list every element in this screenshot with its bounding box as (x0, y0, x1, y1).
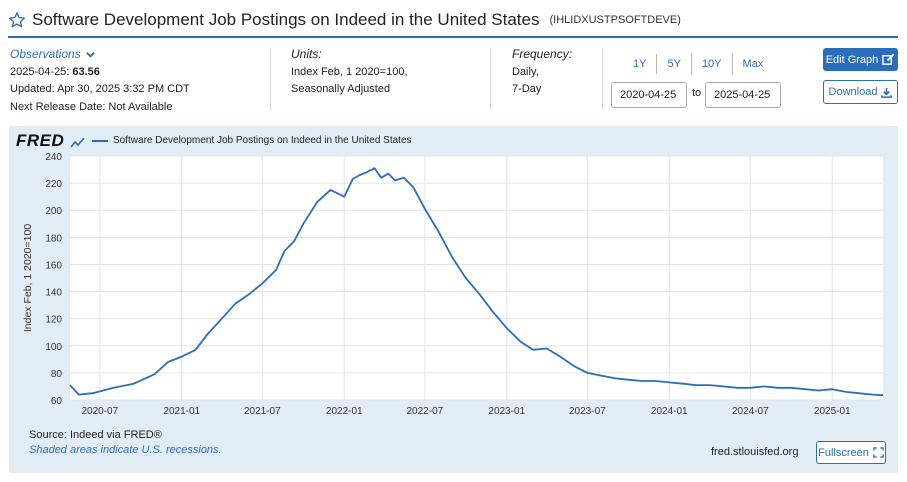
title-row: Software Development Job Postings on Ind… (8, 6, 681, 34)
divider (602, 48, 603, 110)
plot-area (70, 156, 883, 400)
frequency-block: Frequency: Daily, 7-Day (512, 46, 572, 99)
line-chart: 60 80 100 120 140 160 180 200 220 240 2020-07 2021-… (22, 152, 884, 417)
y-tick-label: 140 (45, 288, 62, 299)
end-date-input[interactable]: 2025-04-25 (705, 82, 781, 108)
y-tick-label: 60 (51, 396, 63, 407)
edit-graph-label: Edit Graph (825, 53, 879, 66)
title-divider (8, 36, 898, 38)
y-tick-label: 240 (45, 152, 62, 163)
fullscreen-button[interactable]: Fullscreen (816, 441, 886, 464)
units-line-2: Seasonally Adjusted (291, 83, 391, 95)
date-range-to-label: to (692, 87, 702, 99)
x-tick-label: 2022-07 (407, 406, 444, 417)
x-tick-label: 2021-07 (244, 406, 281, 417)
recession-note[interactable]: Shaded areas indicate U.S. recessions. (29, 444, 222, 456)
range-1y[interactable]: 1Y (623, 54, 658, 74)
x-tick-label: 2021-01 (163, 406, 200, 417)
start-date-input[interactable]: 2020-04-25 (611, 82, 687, 108)
range-selector: 1Y 5Y 10Y Max (623, 54, 773, 74)
y-tick-label: 120 (45, 315, 62, 326)
page-title: Software Development Job Postings on Ind… (32, 10, 540, 29)
x-tick-label: 2023-01 (488, 406, 525, 417)
updated-text: Updated: Apr 30, 2025 3:32 PM CDT (10, 83, 190, 95)
fred-logo-text: FRED (16, 131, 65, 150)
latest-observation: 2025-04-25: 63.56 (10, 64, 190, 82)
chevron-down-icon (85, 52, 95, 58)
fred-logo: FRED (16, 131, 86, 151)
fullscreen-icon (873, 447, 884, 458)
y-tick-label: 100 (45, 342, 62, 353)
y-tick-label: 180 (45, 233, 62, 244)
frequency-line-1: Daily, (512, 65, 539, 78)
x-tick-label: 2022-01 (326, 406, 363, 417)
legend-swatch (92, 139, 108, 142)
series-id: (IHLIDXUSTPSOFTDEVE) (549, 14, 681, 26)
frequency-line-2: 7-Day (512, 83, 542, 95)
edit-icon (882, 53, 895, 65)
chart-legend: Software Development Job Postings on Ind… (92, 135, 412, 146)
units-block: Units: Index Feb, 1 2020=100, Seasonally… (291, 46, 408, 99)
observation-date: 2025-04-25: (10, 65, 70, 78)
y-axis-label: Index Feb, 1 2020=100 (22, 224, 34, 332)
x-tick-label: 2023-07 (569, 406, 606, 417)
range-5y[interactable]: 5Y (657, 54, 692, 74)
fullscreen-label: Fullscreen (818, 446, 869, 459)
edit-graph-button[interactable]: Edit Graph (823, 48, 898, 71)
x-tick-label: 2020-07 (81, 406, 118, 417)
observation-value: 63.56 (72, 65, 100, 78)
legend-label: Software Development Job Postings on Ind… (113, 135, 412, 146)
graph-icon (69, 136, 85, 148)
y-tick-label: 220 (45, 179, 62, 190)
divider (270, 48, 271, 110)
download-label: Download (828, 86, 878, 98)
y-tick-label: 160 (45, 260, 62, 271)
chart-panel: 60 80 100 120 140 160 180 200 220 240 2020-07 2021-… (9, 126, 898, 473)
next-release-text: Next Release Date: Not Available (10, 100, 173, 113)
site-url: fred.stlouisfed.org (711, 446, 799, 458)
x-tick-label: 2025-01 (814, 406, 851, 417)
units-line-1: Index Feb, 1 2020=100, (291, 65, 408, 78)
range-max[interactable]: Max (742, 58, 764, 70)
units-label: Units: (291, 47, 322, 61)
star-icon[interactable] (8, 11, 26, 29)
source-text: Source: Indeed via FRED® (29, 429, 162, 441)
y-tick-label: 80 (51, 369, 63, 380)
x-tick-label: 2024-01 (651, 406, 688, 417)
divider (490, 48, 491, 110)
download-button[interactable]: Download (823, 80, 898, 104)
x-tick-label: 2024-07 (732, 406, 769, 417)
observations-block: Observations 2025-04-25: 63.56 Updated: … (10, 46, 190, 116)
range-10y[interactable]: 10Y (692, 54, 733, 74)
observations-toggle[interactable]: Observations (10, 46, 190, 64)
frequency-label: Frequency: (512, 47, 573, 61)
y-tick-label: 200 (45, 206, 62, 217)
observations-label: Observations (10, 47, 81, 61)
download-icon (881, 87, 893, 98)
